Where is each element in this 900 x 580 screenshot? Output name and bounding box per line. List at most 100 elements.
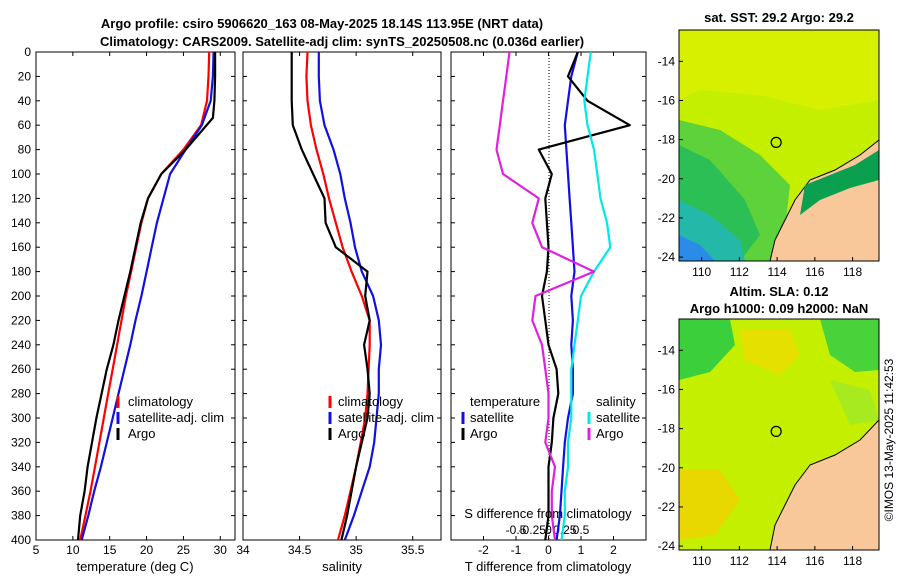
- sla-map-ticks: 110 112 114 116 118 -14 -16 -18 -20 -22 -24: [658, 343, 863, 568]
- map-xtick-label: 116: [805, 265, 824, 279]
- s-xtick-label: -0.25: [519, 523, 547, 537]
- temperature-panel: 0 20 40 60 80 100 120 140 160 180 200 220 240 260 280 3…: [11, 45, 236, 574]
- xtick-label: 20: [140, 543, 154, 557]
- xtick-label: 5: [33, 543, 40, 557]
- xtick-label: 30: [214, 543, 228, 557]
- xtick-label: -2: [478, 543, 489, 557]
- difference-legend-salinity: salinity satellite Argo: [587, 394, 640, 441]
- sst-map-field: [679, 30, 879, 261]
- salinity-lines: [290, 51, 383, 541]
- ytick-label: 320: [11, 435, 31, 449]
- temperature-lines: [76, 51, 217, 541]
- ytick-label: 380: [11, 509, 31, 523]
- salinity-panel: 34 34.5 35 35.5 salinity climatology satell…: [236, 51, 442, 574]
- s-xtick-label: 0.5: [573, 523, 590, 537]
- figure-title-line1: Argo profile: csiro 5906620_163 08-May-2…: [101, 16, 543, 31]
- xtick-label: 10: [66, 543, 80, 557]
- sst-warm-region: [679, 30, 879, 110]
- legend-label-satellite: satellite-adj. clim: [338, 410, 434, 425]
- map-xtick-label: 110: [692, 265, 711, 279]
- salinity-legend: climatology satellite-adj. clim Argo: [328, 394, 434, 441]
- temperature-axes-box: [35, 51, 236, 541]
- sla-mid-region: [830, 380, 879, 425]
- series-line-s-argo: [495, 51, 596, 541]
- map-ytick-label: -18: [658, 133, 676, 147]
- ytick-label: 40: [18, 94, 32, 108]
- map-xtick-label: 112: [730, 554, 749, 568]
- ytick-label: 240: [11, 338, 31, 352]
- legend-label-t-argo: Argo: [470, 426, 497, 441]
- sla-high-region: [740, 330, 800, 375]
- figure-title-line2: Climatology: CARS2009. Satellite-adj cli…: [100, 34, 584, 49]
- ytick-label: 220: [11, 313, 31, 327]
- credit-text: ©IMOS 13-May-2025 11:42:53: [882, 358, 896, 521]
- map-xtick-label: 114: [768, 265, 787, 279]
- sst-map-ticks: 110 112 114 116 118 -14 -16 -18 -20 -22 -24: [658, 54, 863, 279]
- sla-map-title: Altim. SLA: 0.12: [730, 284, 829, 299]
- sst-coastal-strip: [800, 150, 879, 215]
- legend-title-salinity: salinity: [596, 394, 636, 409]
- salinity-xlabel: salinity: [322, 559, 362, 574]
- map-xtick-label: 114: [768, 554, 787, 568]
- s-xtick-label: 0: [545, 523, 552, 537]
- ytick-label: 120: [11, 191, 31, 205]
- legend-label-s-satellite: satellite: [596, 410, 640, 425]
- series-line-argo: [290, 52, 371, 541]
- map-ytick-label: -16: [658, 382, 676, 396]
- xtick-label: 35: [349, 543, 363, 557]
- series-line-t-satellite: [555, 51, 579, 541]
- salinity-xticks: 34 34.5 35 35.5: [236, 52, 425, 557]
- legend-label-climatology: climatology: [128, 394, 194, 409]
- map-ytick-label: -24: [658, 250, 676, 264]
- xtick-label: 34.5: [288, 543, 312, 557]
- sla-map-field: [679, 319, 879, 550]
- map-xtick-label: 110: [692, 554, 711, 568]
- ytick-label: 280: [11, 387, 31, 401]
- map-xtick-label: 118: [843, 554, 862, 568]
- ytick-label: 180: [11, 265, 31, 279]
- ytick-label: 260: [11, 362, 31, 376]
- sla-land: [769, 419, 879, 550]
- map-ytick-label: -16: [658, 93, 676, 107]
- sst-map-panel: sat. SST: 29.2 Argo: 29.2 110 112 114 116 11…: [658, 10, 880, 279]
- ytick-label: 200: [11, 289, 31, 303]
- ytick-label: 60: [18, 118, 32, 132]
- ytick-label: 160: [11, 240, 31, 254]
- map-ytick-label: -22: [658, 500, 676, 514]
- legend-title-temperature: temperature: [470, 394, 540, 409]
- map-xtick-label: 118: [843, 265, 862, 279]
- map-ytick-label: -22: [658, 211, 676, 225]
- ytick-label: 140: [11, 216, 31, 230]
- difference-lines: [495, 51, 631, 541]
- sla-low-region-ne: [820, 319, 879, 372]
- xtick-label: 35.5: [401, 543, 425, 557]
- ytick-label: 360: [11, 484, 31, 498]
- xtick-label: -1: [511, 543, 522, 557]
- legend-label-t-satellite: satellite: [470, 410, 514, 425]
- ytick-label: 0: [24, 45, 31, 59]
- map-ytick-label: -14: [658, 343, 676, 357]
- sla-map-panel: Altim. SLA: 0.12 Argo h1000: 0.09 h2000:…: [658, 284, 880, 568]
- map-ytick-label: -20: [658, 461, 676, 475]
- xtick-label: 0: [545, 543, 552, 557]
- xtick-label: 1: [578, 543, 585, 557]
- sla-low-region-nw: [679, 319, 735, 380]
- sst-map-frame: [678, 29, 880, 262]
- s-xtick-label: -0.5: [506, 523, 527, 537]
- legend-label-climatology: climatology: [338, 394, 404, 409]
- temperature-yticks: 0 20 40 60 80 100 120 140 160 180 200 220 240 260 280 3…: [11, 45, 235, 547]
- sst-float-marker: [770, 136, 782, 148]
- map-xtick-label: 112: [730, 265, 749, 279]
- map-xtick-label: 116: [805, 554, 824, 568]
- difference-xlabel: T difference from climatology: [465, 559, 632, 574]
- xtick-label: 2: [610, 543, 617, 557]
- ytick-label: 340: [11, 460, 31, 474]
- series-line-s-satellite: [560, 51, 612, 541]
- salinity-axes-box: [242, 51, 442, 541]
- ytick-label: 100: [11, 167, 31, 181]
- difference-yticks: [451, 51, 646, 541]
- legend-label-s-argo: Argo: [596, 426, 623, 441]
- series-line-t-argo: [537, 51, 631, 541]
- series-line-satellite-adj-clim: [317, 52, 383, 541]
